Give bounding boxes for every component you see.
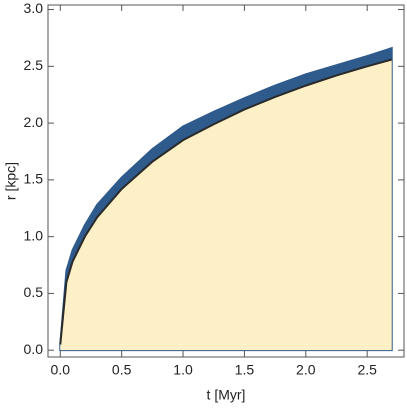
y-tick-label: 0.5 (24, 284, 44, 300)
y-tick-label: 1.0 (24, 227, 44, 243)
x-tick-label: 1.5 (235, 362, 255, 378)
x-tick-label: 0.5 (112, 362, 132, 378)
y-tick-label: 1.5 (24, 171, 44, 187)
x-tick-label: 2.0 (296, 362, 316, 378)
x-tick-label: 0.0 (51, 362, 71, 378)
y-axis-label: r [kpc] (3, 162, 19, 200)
y-tick-label: 0.0 (24, 341, 44, 357)
y-tick-label: 2.5 (24, 57, 44, 73)
plot-frame (47, 4, 405, 358)
area (60, 59, 392, 351)
x-tick-label: 2.5 (357, 362, 377, 378)
x-tick-label: 1.0 (173, 362, 193, 378)
y-tick-label: 2.0 (24, 114, 44, 130)
boundary-line (59, 58, 392, 345)
y-tick-label: 3.0 (24, 0, 44, 16)
x-axis-label: t [Myr] (207, 387, 246, 403)
